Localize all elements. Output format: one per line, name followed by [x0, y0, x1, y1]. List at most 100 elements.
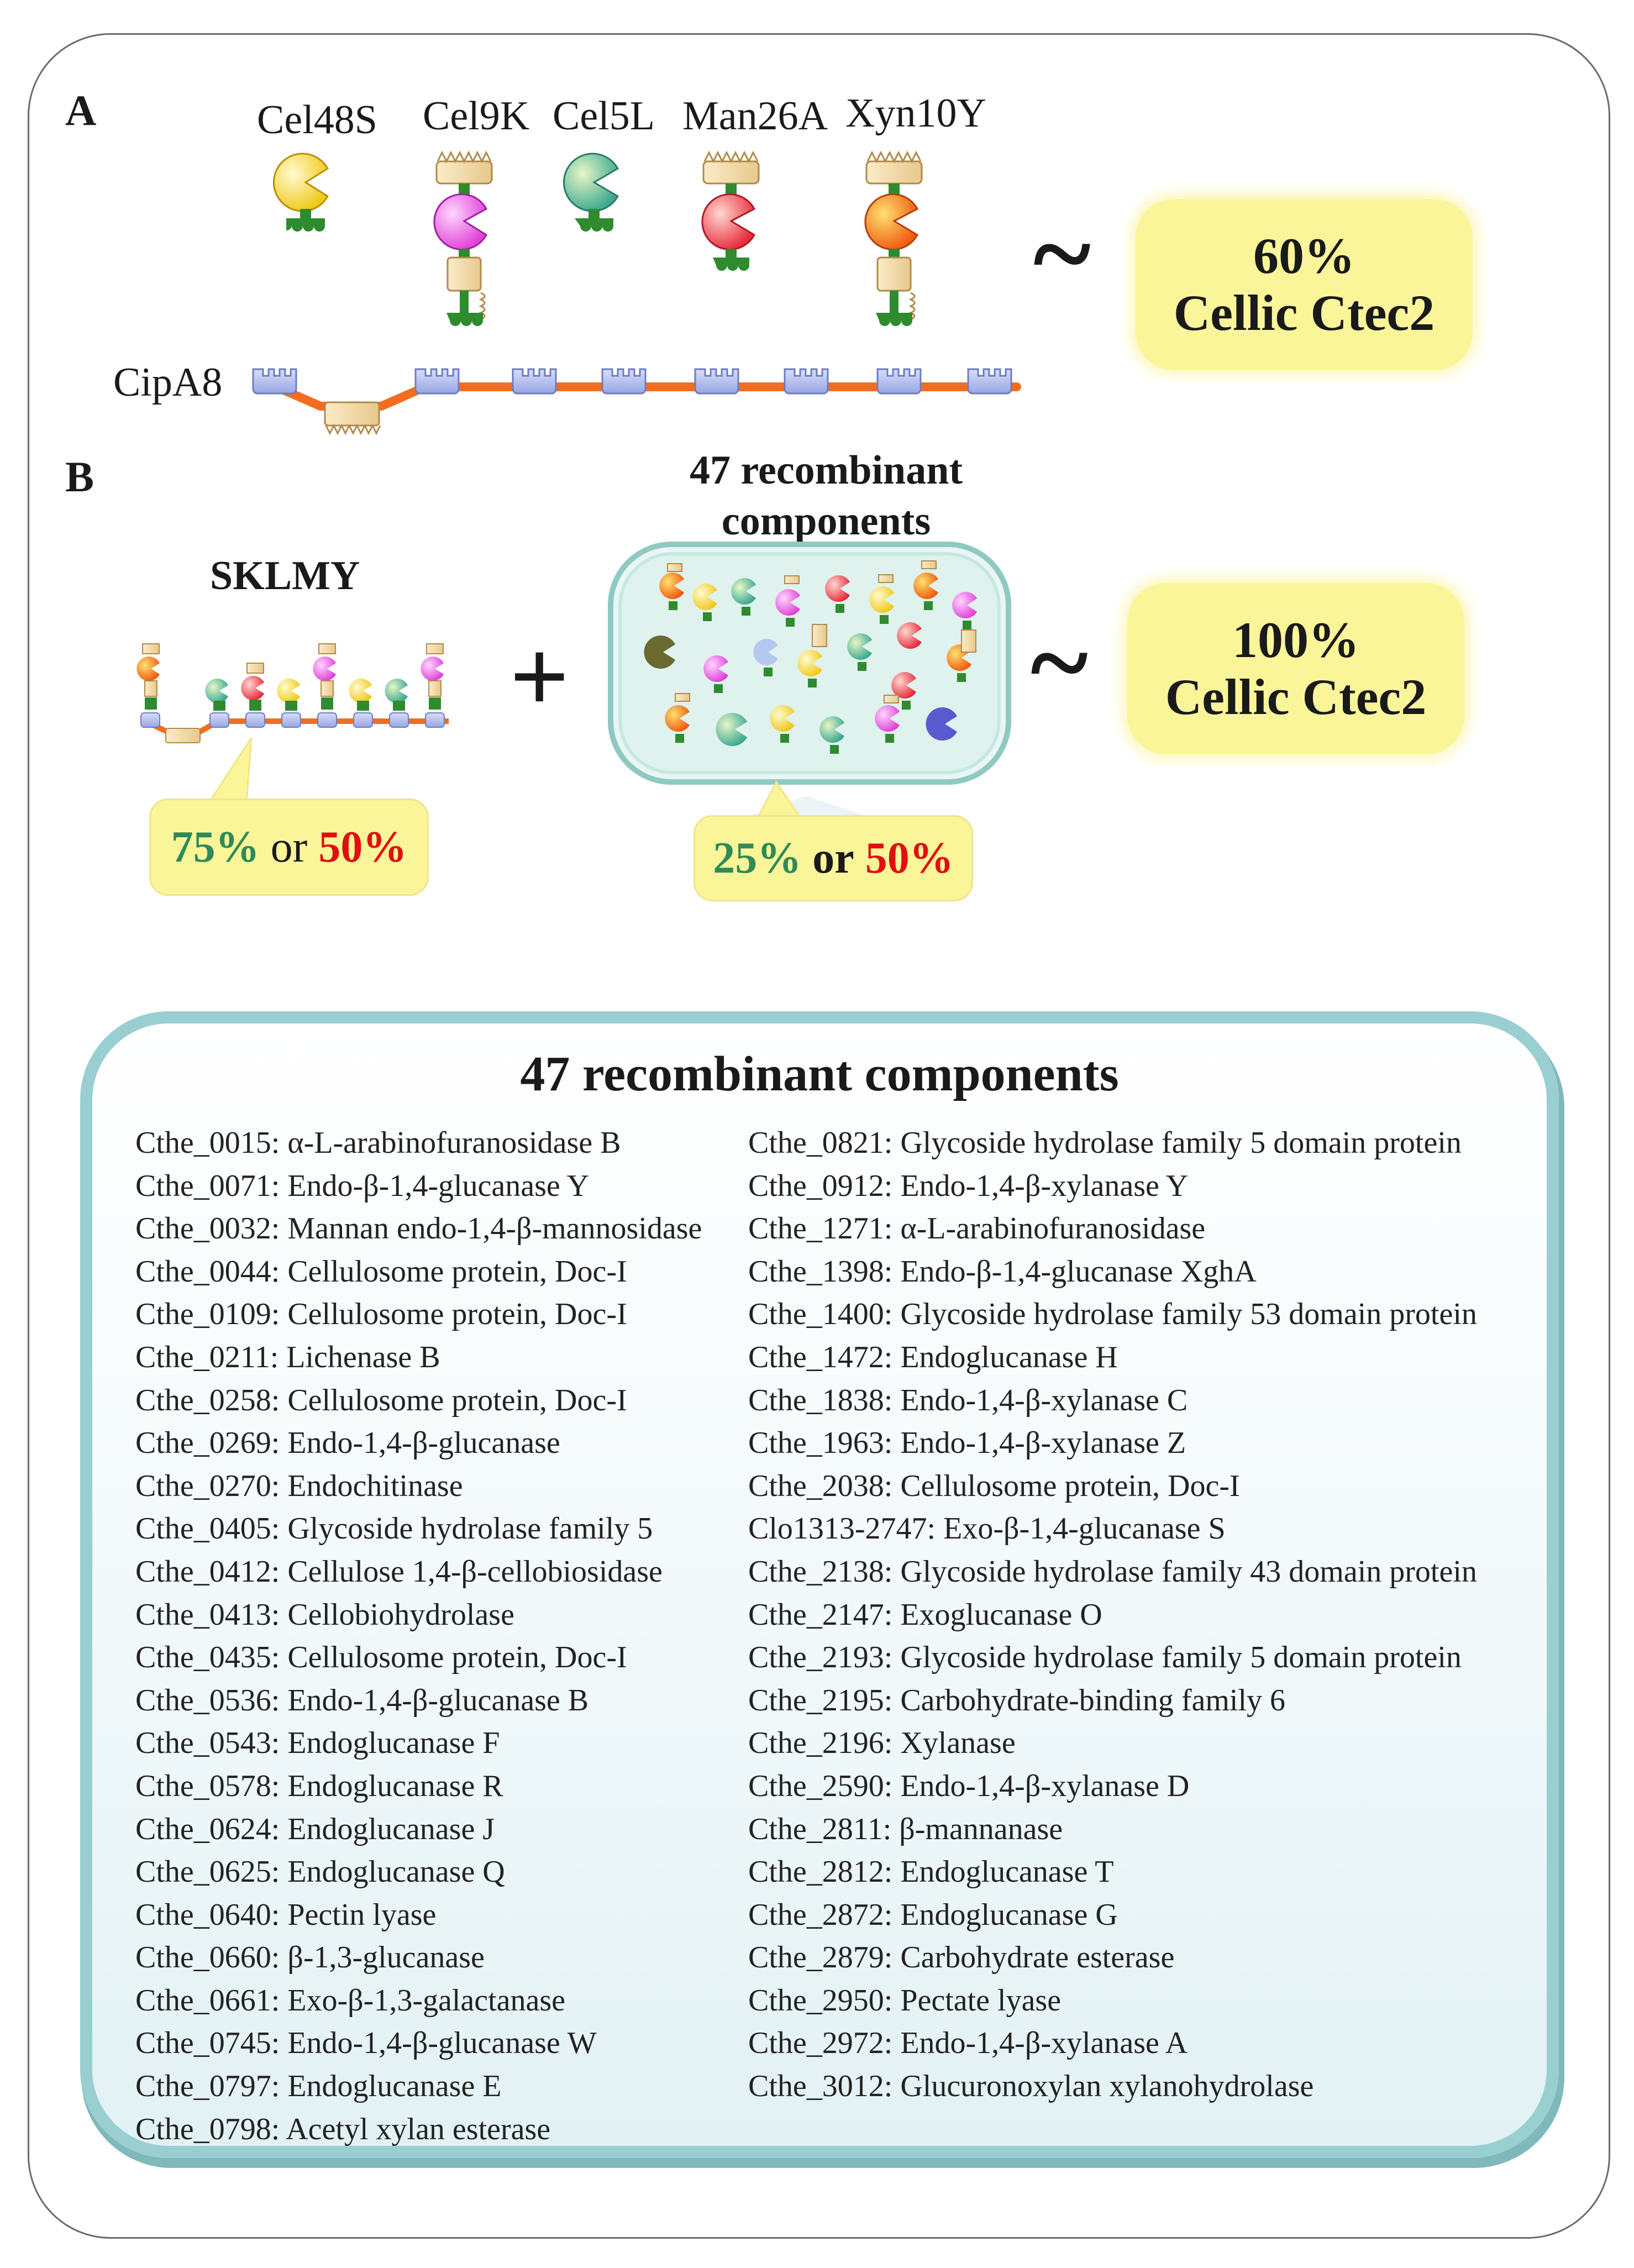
list-title: 47 recombinant components — [520, 1047, 1119, 1101]
list-item: Cthe_1271: α-L-arabinofuranosidase — [748, 1211, 1206, 1246]
enzyme-label-cel5l: Cel5L — [553, 93, 655, 139]
list-item: Cthe_0435: Cellulosome protein, Doc-I — [135, 1640, 627, 1675]
mini-cel5l-icon — [205, 679, 228, 711]
list-item: Cthe_0543: Endoglucanase F — [135, 1726, 500, 1761]
man26a-module — [701, 150, 760, 271]
mini-xyn10y-icon — [136, 643, 160, 710]
list-item: Cthe_1398: Endo-β-1,4-glucanase XghA — [748, 1254, 1257, 1289]
mixture-dockerin-icons — [669, 601, 971, 754]
panel-b-label: B — [65, 453, 94, 501]
sklmy-label: SKLMY — [210, 553, 360, 599]
mini-man26a-icon — [241, 663, 264, 711]
list-item: Cthe_0071: Endo-β-1,4-glucanase Y — [135, 1168, 590, 1203]
list-item: Cthe_2812: Endoglucanase T — [748, 1855, 1114, 1889]
xyn10y-module — [864, 150, 923, 326]
list-item: Cthe_2972: Endo-1,4-β-xylanase A — [748, 2026, 1188, 2061]
list-item: Cthe_2950: Pectate lyase — [748, 1983, 1062, 2018]
catalytic-domain-icon — [701, 193, 756, 250]
list-item: Cthe_0269: Endo-1,4-β-glucanase — [135, 1426, 560, 1461]
dockerin-icon — [713, 258, 749, 271]
cel9k-module — [433, 150, 493, 326]
enzyme-label-xyn10y: Xyn10Y — [845, 91, 986, 136]
list-item: Cthe_1400: Glycoside hydrolase family 53… — [748, 1297, 1477, 1332]
panel-a-label: A — [65, 86, 97, 134]
components-list-panel: 47 recombinant components Cthe_0015: α-L… — [80, 1011, 1559, 2158]
list-item: Cthe_0044: Cellulosome protein, Doc-I — [135, 1254, 627, 1289]
ctec-60-box: 60% Cellic Ctec2 — [1136, 199, 1473, 370]
mini-cel5l-icon-2 — [385, 679, 408, 711]
list-item: Cthe_0258: Cellulosome protein, Doc-I — [135, 1383, 627, 1418]
scaffold-label: CipA8 — [113, 360, 223, 405]
list-item: Cthe_0640: Pectin lyase — [135, 1897, 437, 1932]
mixture-title: 47 recombinant components — [689, 448, 963, 544]
list-item: Cthe_0412: Cellulose 1,4-β-cellobiosidas… — [135, 1554, 663, 1589]
cbm-icon — [324, 401, 380, 427]
list-item: Cthe_0578: Endoglucanase R — [135, 1768, 503, 1803]
list-item: Cthe_0624: Endoglucanase J — [135, 1812, 495, 1846]
ctec-100-name: Cellic Ctec2 — [1165, 669, 1427, 725]
list-item: Cthe_0015: α-L-arabinofuranosidase B — [135, 1126, 621, 1160]
mixture-cbm-icons — [667, 560, 976, 704]
list-item: Cthe_0413: Cellobiohydrolase — [135, 1597, 514, 1632]
cel48s-module — [272, 153, 329, 232]
mixture-ratio-callout: 25% or 50% — [693, 815, 973, 901]
mixture-ratio-a: 25% — [713, 833, 802, 883]
list-item: Cthe_0821: Glycoside hydrolase family 5 … — [748, 1126, 1462, 1160]
list-item: Cthe_2138: Glycoside hydrolase family 43… — [748, 1554, 1477, 1589]
catalytic-domain-icon — [864, 193, 919, 250]
list-item: Cthe_0270: Endochitinase — [135, 1468, 463, 1503]
list-item: Cthe_1472: Endoglucanase H — [748, 1340, 1118, 1374]
enzyme-label-cel48s: Cel48S — [257, 97, 377, 143]
plus-sign: + — [509, 619, 570, 735]
list-item: Cthe_1963: Endo-1,4-β-xylanase Z — [748, 1426, 1186, 1461]
list-item: Cthe_0745: Endo-1,4-β-glucanase W — [135, 2026, 597, 2061]
tilde-b: ~ — [1031, 602, 1089, 724]
list-item: Cthe_0536: Endo-1,4-β-glucanase B — [135, 1683, 589, 1718]
complex-ratio-b: 50% — [318, 822, 407, 872]
list-item: Cthe_0211: Lichenase B — [135, 1340, 440, 1374]
mixture-ratio-or: or — [812, 833, 854, 883]
list-item: Cthe_2590: Endo-1,4-β-xylanase D — [748, 1768, 1190, 1803]
ctec-100-box: 100% Cellic Ctec2 — [1127, 583, 1464, 754]
list-item: Cthe_2879: Carbohydrate esterase — [748, 1940, 1175, 1975]
list-item: Cthe_2196: Xylanase — [748, 1726, 1016, 1761]
catalytic-domain-icon — [563, 153, 619, 212]
list-item: Cthe_2872: Endoglucanase G — [748, 1897, 1118, 1932]
list-item: Clo1313-2747: Exo-β-1,4-glucanase S — [748, 1511, 1226, 1546]
list-left-column: Cthe_0015: α-L-arabinofuranosidase B Cthe… — [135, 1122, 702, 2151]
ctec-60-name: Cellic Ctec2 — [1173, 285, 1435, 341]
mini-cel9k-icon — [313, 643, 336, 710]
complex-ratio-callout: 75% or 50% — [149, 799, 429, 896]
enzyme-label-man26a: Man26A — [682, 93, 828, 139]
catalytic-domain-icon — [272, 153, 329, 212]
cipa8-scaffold — [252, 368, 1021, 435]
list-item: Cthe_0797: Endoglucanase E — [135, 2069, 502, 2104]
dockerin-icon — [876, 313, 912, 326]
complex-ratio-or: or — [270, 822, 308, 872]
mixture-box — [608, 542, 1011, 785]
list-item: Cthe_2147: Exoglucanase O — [748, 1597, 1102, 1632]
dockerin-icon — [446, 313, 483, 326]
list-item: Cthe_2193: Glycoside hydrolase family 5 … — [748, 1640, 1462, 1675]
list-item: Cthe_2195: Carbohydrate-binding family 6 — [748, 1683, 1286, 1718]
sklmy-complex — [136, 643, 449, 743]
cohesin-icons — [252, 368, 1012, 395]
dockerin-icon — [286, 218, 325, 232]
list-item: Cthe_0625: Endoglucanase Q — [135, 1855, 505, 1889]
list-item: Cthe_0912: Endo-1,4-β-xylanase Y — [748, 1168, 1189, 1203]
ctec-100-percent: 100% — [1232, 611, 1359, 668]
mini-cel48s-icon-2 — [349, 679, 372, 711]
list-item: Cthe_0661: Exo-β-1,3-galactanase — [135, 1983, 566, 2018]
list-item: Cthe_0109: Cellulosome protein, Doc-I — [135, 1297, 627, 1332]
mixture-ratio-b: 50% — [865, 833, 954, 883]
list-item: Cthe_0032: Mannan endo-1,4-β-mannosidase — [135, 1211, 702, 1246]
tilde-a: ~ — [1033, 193, 1091, 315]
complex-ratio-a: 75% — [171, 822, 260, 872]
cel5l-module — [563, 153, 619, 232]
list-item: Cthe_0798: Acetyl xylan esterase — [135, 2112, 551, 2146]
list-item: Cthe_0660: β-1,3-glucanase — [135, 1940, 485, 1975]
list-right-column: Cthe_0821: Glycoside hydrolase family 5 … — [748, 1122, 1477, 2108]
panel-a-illustration — [252, 150, 1021, 435]
ctec-60-percent: 60% — [1253, 227, 1355, 284]
